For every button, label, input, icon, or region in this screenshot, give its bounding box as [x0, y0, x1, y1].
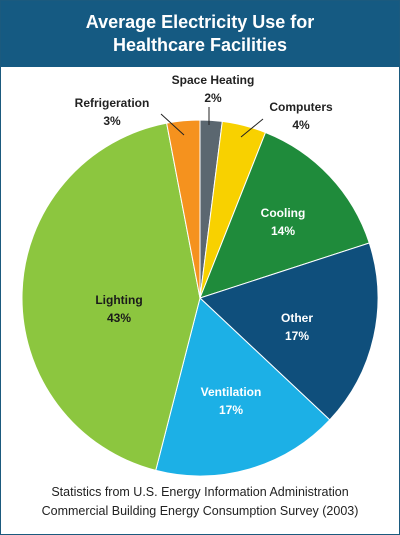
value-label: 2% — [204, 91, 222, 105]
pie-slice — [155, 297, 331, 477]
pie-slice — [21, 122, 201, 472]
value-label: 43% — [107, 311, 131, 325]
slice-label: Lighting — [95, 293, 142, 307]
slice-label: Other — [281, 311, 313, 325]
slice-label: Space Heating — [172, 73, 255, 87]
slice-label: Ventilation — [201, 385, 262, 399]
value-label: 3% — [103, 114, 121, 128]
slice-label: Computers — [269, 100, 333, 114]
title-banner: Average Electricity Use for Healthcare F… — [1, 1, 399, 67]
source-note: Statistics from U.S. Energy Information … — [1, 483, 399, 521]
source-line: Statistics from U.S. Energy Information … — [51, 485, 349, 499]
chart-title: Average Electricity Use for Healthcare F… — [85, 12, 315, 55]
source-line: Commercial Building Energy Consumption S… — [41, 504, 359, 518]
pie-slice — [166, 119, 201, 299]
leader-line — [240, 118, 264, 138]
value-label: 14% — [271, 224, 295, 238]
leader-line — [160, 113, 185, 136]
value-label: 17% — [219, 403, 243, 417]
slice-label: Cooling — [261, 206, 306, 220]
value-label: 4% — [292, 118, 310, 132]
slice-label: Refrigeration — [75, 96, 150, 110]
value-label: 17% — [285, 329, 309, 343]
pie-slice — [199, 242, 379, 421]
